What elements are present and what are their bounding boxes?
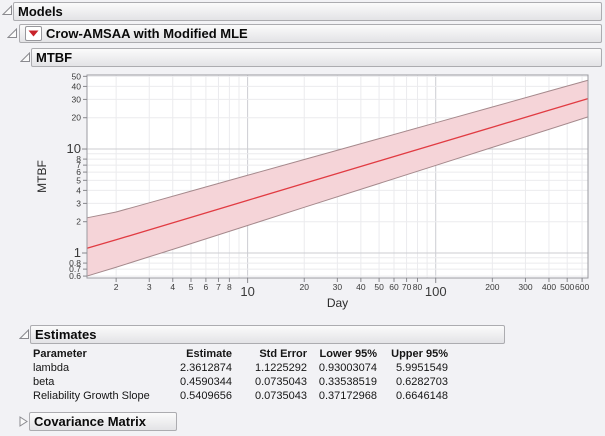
outline-title-mtbf: MTBF [36, 50, 73, 65]
x-tick-label: 100 [425, 284, 447, 299]
x-tick-label: 10 [240, 284, 254, 299]
x-tick-label: 300 [518, 282, 532, 292]
y-axis-title: MTBF [35, 160, 49, 193]
disclosure-open-icon[interactable] [19, 329, 30, 340]
cell-estimate: 2.3612874 [180, 362, 232, 374]
estimates-table: Parameter Estimate Std Error Lower 95% U… [33, 347, 448, 403]
column-header-estimate: Estimate [186, 348, 232, 360]
y-tick-label: 40 [72, 81, 82, 91]
disclosure-open-icon[interactable] [2, 5, 13, 16]
cell-estimate: 0.5409656 [180, 390, 232, 402]
x-tick-label: 2 [114, 282, 119, 292]
x-tick-label: 30 [333, 282, 343, 292]
x-tick-label: 7 [216, 282, 221, 292]
red-triangle-icon [28, 30, 39, 37]
x-tick-label: 400 [542, 282, 556, 292]
y-tick-label: 8 [76, 154, 81, 164]
upper-confidence-limit-line [86, 79, 589, 219]
y-tick-label: 10 [67, 141, 81, 156]
cell-upper-95: 0.6282703 [396, 376, 448, 388]
x-tick-label: 3 [147, 282, 152, 292]
outline-header-mtbf[interactable]: MTBF [31, 48, 602, 67]
x-tick-label: 600 [575, 282, 589, 292]
x-tick-label: 200 [485, 282, 499, 292]
cell-std-error: 0.0735043 [255, 376, 307, 388]
x-tick-label: 4 [170, 282, 175, 292]
confidence-band [87, 80, 588, 277]
outline-header-covariance-matrix[interactable]: Covariance Matrix [29, 412, 177, 431]
outline-header-estimates[interactable]: Estimates [30, 325, 505, 344]
y-tick-label: 30 [72, 94, 82, 104]
x-tick-label: 8 [227, 282, 232, 292]
y-tick-label: 3 [76, 198, 81, 208]
outline-title-covariance-matrix: Covariance Matrix [34, 414, 146, 429]
mtbf-plot[interactable]: 2 3 4 5 6 7 8 10 20 30 40 50 60 70 80 100 200 300 400 500 60… [0, 70, 605, 315]
x-tick-label: 50 [374, 282, 384, 292]
cell-std-error: 1.1225292 [255, 362, 307, 374]
y-tick-label: 0.7 [69, 264, 81, 274]
x-tick-label: 40 [356, 282, 366, 292]
outline-header-models[interactable]: Models [13, 2, 602, 21]
column-header-std-error: Std Error [259, 348, 307, 360]
x-tick-label: 20 [300, 282, 310, 292]
x-tick-label: 5 [189, 282, 194, 292]
y-tick-label: 4 [76, 185, 81, 195]
x-tick-label: 500 [560, 282, 574, 292]
lower-confidence-limit-line [86, 116, 589, 277]
outline-title-models: Models [18, 4, 63, 19]
y-tick-label: 7 [76, 160, 81, 170]
cell-parameter: beta [33, 376, 55, 388]
disclosure-open-icon[interactable] [20, 52, 31, 63]
cell-std-error: 0.0735043 [255, 390, 307, 402]
x-axis-title: Day [327, 296, 348, 310]
cell-lower-95: 0.33538519 [318, 376, 377, 388]
cell-upper-95: 0.6646148 [396, 390, 448, 402]
cell-lower-95: 0.37172968 [318, 390, 377, 402]
cell-upper-95: 5.9951549 [396, 362, 448, 374]
cell-estimate: 0.4590344 [180, 376, 232, 388]
y-tick-label: 1 [74, 245, 81, 260]
x-tick-label: 70 [402, 282, 412, 292]
y-tick-label: 0.6 [69, 271, 81, 281]
outline-header-crow-amsaa[interactable]: Crow-AMSAA with Modified MLE [19, 24, 602, 43]
x-tick-label: 80 [413, 282, 423, 292]
disclosure-open-icon[interactable] [7, 28, 18, 39]
column-header-parameter: Parameter [33, 348, 87, 360]
y-tick-label: 2 [76, 217, 81, 227]
column-header-lower-95: Lower 95% [319, 348, 377, 360]
cell-lower-95: 0.93003074 [318, 362, 377, 374]
outline-title-estimates: Estimates [35, 327, 97, 342]
red-triangle-menu-button[interactable] [25, 26, 42, 41]
y-tick-label: 20 [72, 113, 82, 123]
disclosure-closed-icon[interactable] [18, 416, 29, 427]
outline-title-crow-amsaa: Crow-AMSAA with Modified MLE [46, 26, 248, 41]
y-tick-label: 0.8 [69, 258, 81, 268]
mtbf-fit-line [86, 97, 589, 249]
y-tick-label: 5 [76, 175, 81, 185]
cell-parameter: Reliability Growth Slope [33, 390, 150, 402]
y-tick-label: 50 [72, 71, 82, 81]
cell-parameter: lambda [33, 362, 70, 374]
x-tick-label: 60 [389, 282, 399, 292]
y-tick-label: 6 [76, 167, 81, 177]
column-header-upper-95: Upper 95% [391, 348, 448, 360]
x-tick-label: 6 [204, 282, 209, 292]
